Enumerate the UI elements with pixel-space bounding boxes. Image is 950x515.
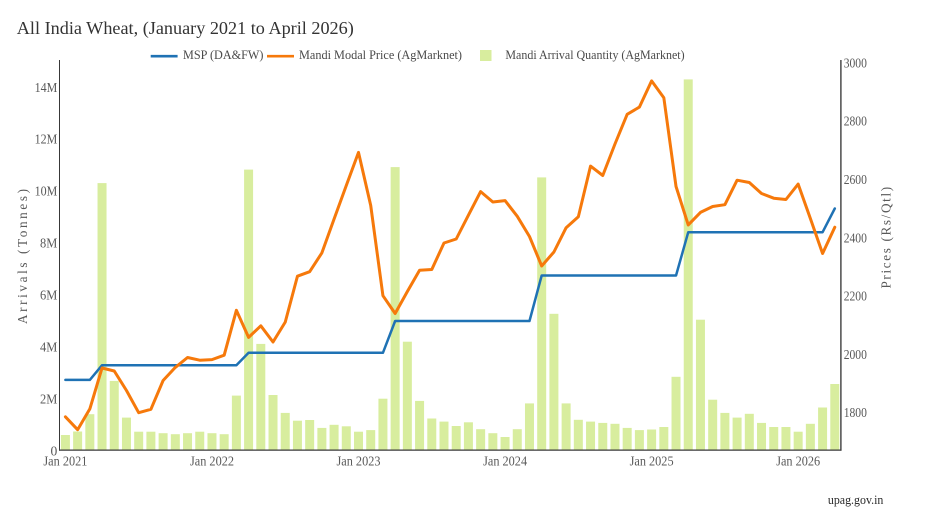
svg-text:2000: 2000: [844, 347, 867, 362]
svg-text:Jan 2026: Jan 2026: [776, 454, 820, 469]
svg-text:2M: 2M: [40, 392, 57, 407]
svg-text:Jan 2023: Jan 2023: [337, 454, 381, 469]
svg-text:2600: 2600: [844, 172, 867, 187]
svg-text:0: 0: [51, 443, 58, 458]
svg-text:14M: 14M: [35, 80, 58, 95]
svg-text:All India Wheat, (January 2021: All India Wheat, (January 2021 to April …: [17, 18, 354, 38]
svg-text:Prices (Rs/Qtl): Prices (Rs/Qtl): [879, 187, 894, 289]
svg-text:6M: 6M: [40, 288, 57, 303]
svg-text:Jan 2025: Jan 2025: [630, 454, 674, 469]
svg-text:10M: 10M: [35, 184, 58, 199]
svg-text:8M: 8M: [40, 236, 57, 251]
svg-text:3000: 3000: [844, 55, 867, 70]
svg-text:2400: 2400: [844, 230, 867, 245]
svg-text:4M: 4M: [40, 340, 57, 355]
svg-text:Mandi Modal Price (AgMarknet): Mandi Modal Price (AgMarknet): [299, 48, 462, 62]
svg-text:2200: 2200: [844, 289, 867, 304]
svg-text:12M: 12M: [35, 132, 58, 147]
svg-text:Jan 2021: Jan 2021: [43, 454, 87, 469]
svg-text:Jan 2022: Jan 2022: [190, 454, 234, 469]
svg-text:Jan 2024: Jan 2024: [483, 454, 527, 469]
svg-text:Mandi Arrival Quantity (AgMark: Mandi Arrival Quantity (AgMarknet): [505, 48, 684, 62]
svg-text:MSP (DA&FW): MSP (DA&FW): [183, 48, 264, 62]
svg-text:upag.gov.in: upag.gov.in: [828, 492, 884, 507]
svg-text:1800: 1800: [844, 405, 867, 420]
svg-text:2800: 2800: [844, 114, 867, 129]
